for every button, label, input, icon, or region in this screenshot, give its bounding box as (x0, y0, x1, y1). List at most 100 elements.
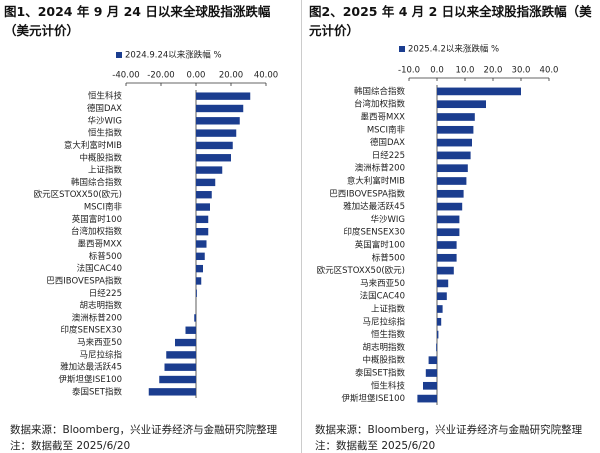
y-tick-label: 雅加达最活跃45 (60, 362, 122, 373)
y-tick-label: 韩国综合指数 (354, 86, 406, 97)
chart-title: 图2、2025 年 4 月 2 日以来全球股指涨跌幅（美元计价） (309, 4, 592, 38)
y-tick-label: 马尼拉综指 (79, 349, 122, 360)
y-tick-label: 华沙WIG (88, 115, 123, 126)
bar (417, 394, 437, 403)
bar (194, 314, 196, 322)
y-tick-label: 恒生科技 (88, 91, 123, 102)
x-tick-label: -20.00 (147, 71, 174, 81)
y-tick-label: 印度SENSEX30 (343, 227, 405, 238)
x-tick-label: 20.0 (484, 66, 503, 76)
note: 注：数据截至 2025/6/20 (315, 440, 436, 452)
y-tick-label: 恒生指数 (88, 128, 123, 139)
y-tick-label: 印度SENSEX30 (60, 325, 122, 336)
bar (196, 191, 212, 199)
y-tick-label: 上证指数 (371, 304, 406, 315)
legend-label: 2025.4.2以来涨跌幅 % (408, 44, 499, 55)
legend-label: 2024.9.24以来涨跌幅 % (125, 50, 222, 61)
bar (196, 215, 209, 224)
x-tick-label: -10.0 (398, 66, 420, 76)
bar (185, 326, 196, 334)
y-tick-label: 韩国综合指数 (71, 177, 123, 188)
bar (437, 292, 447, 301)
bar (423, 381, 437, 390)
bar (437, 151, 471, 160)
y-tick-label: 中概股指数 (79, 152, 122, 163)
y-tick-label: 墨西哥MXX (361, 113, 406, 123)
legend-swatch (116, 52, 122, 58)
x-tick-label: -40.00 (112, 71, 139, 81)
y-tick-label: 台湾加权指数 (354, 99, 406, 110)
panel: 图1、2024 年 9 月 24 日以来全球股指涨跌幅（美元计价） 2024.9… (0, 0, 295, 453)
y-tick-label: 华沙WIG (371, 214, 406, 225)
bar (437, 317, 442, 326)
y-tick-label: 澳洲标普200 (72, 312, 122, 323)
bar (196, 141, 233, 150)
bar (196, 117, 240, 125)
y-tick-label: MSCI南非 (84, 202, 123, 213)
bar (437, 164, 468, 173)
divider (301, 0, 302, 453)
y-tick-label: 泰国SET指数 (72, 386, 122, 397)
y-tick-label: 英国富时100 (72, 214, 122, 225)
y-tick-label: 英国富时100 (355, 240, 405, 251)
bar (437, 189, 464, 198)
x-tick-label: 40.0 (540, 66, 559, 76)
y-tick-label: 台湾加权指数 (71, 226, 123, 237)
bar (196, 166, 223, 174)
y-tick-label: 标普500 (89, 251, 122, 262)
bar (437, 215, 460, 224)
chart-title: 图1、2024 年 9 月 24 日以来全球股指涨跌幅（美元计价） (4, 4, 271, 38)
y-tick-label: 马来西亚50 (360, 279, 405, 289)
y-tick-label: 胡志明指数 (362, 342, 405, 353)
y-tick-label: 马来西亚50 (77, 338, 122, 348)
bar (437, 202, 463, 211)
source: 数据来源：Bloomberg，兴业证券经济与金融研究院整理 (315, 424, 583, 436)
y-tick-label: 马尼拉综指 (362, 316, 405, 327)
bar (159, 375, 196, 384)
bar (196, 92, 251, 100)
x-tick-label: 20.00 (219, 71, 243, 81)
bar (164, 363, 196, 371)
bar (166, 351, 196, 359)
bar (437, 177, 467, 185)
bar (196, 277, 202, 285)
y-tick-label: 意大利富时MIB (347, 176, 405, 187)
panel: 图2、2025 年 4 月 2 日以来全球股指涨跌幅（美元计价） 2025.4.… (305, 0, 600, 453)
y-tick-label: 欧元区STOXX50(欧元) (34, 189, 122, 200)
y-tick-label: 日经225 (372, 150, 405, 161)
y-tick-label: 胡志明指数 (79, 300, 122, 311)
y-tick-label: 澳洲标普200 (355, 163, 405, 174)
y-tick-label: 欧元区STOXX50(欧元) (317, 265, 405, 276)
y-tick-label: 标普500 (372, 252, 405, 263)
bar (437, 125, 474, 134)
bar (196, 252, 205, 261)
bar (437, 330, 439, 339)
y-tick-label: 中概股指数 (362, 355, 405, 366)
chart: 2024.9.24以来涨跌幅 % -40.00 -20.00 0.00 20.00 40.… (34, 50, 278, 398)
y-tick-label: 法国CAC40 (77, 263, 122, 274)
y-tick-label: 日经225 (89, 288, 122, 299)
y-tick-label: 意大利富时MIB (64, 140, 122, 151)
bar (437, 241, 457, 249)
y-tick-label: 恒生科技 (371, 380, 406, 391)
bar (437, 228, 460, 237)
x-tick-label: 30.0 (512, 66, 531, 76)
note: 注：数据截至 2025/6/20 (10, 440, 131, 452)
bar (196, 129, 237, 137)
legend-swatch (399, 46, 405, 52)
bar (196, 264, 203, 273)
y-tick-label: 伊斯坦堡ISE100 (342, 393, 406, 404)
chart: 2025.4.2以来涨跌幅 % -10.0 0.0 10.0 20.0 30.0 40.0 韩… (317, 44, 559, 405)
bar (196, 289, 197, 297)
x-tick-label: 40.00 (254, 71, 278, 81)
bar (437, 253, 457, 262)
y-tick-label: 伊斯坦堡ISE100 (59, 374, 123, 385)
x-tick-label: 0.0 (430, 66, 444, 76)
bar (196, 227, 209, 236)
bar (425, 369, 437, 377)
bar (437, 113, 475, 121)
x-tick-label: 0.00 (187, 71, 206, 81)
bar (148, 388, 196, 396)
bar (196, 154, 231, 162)
